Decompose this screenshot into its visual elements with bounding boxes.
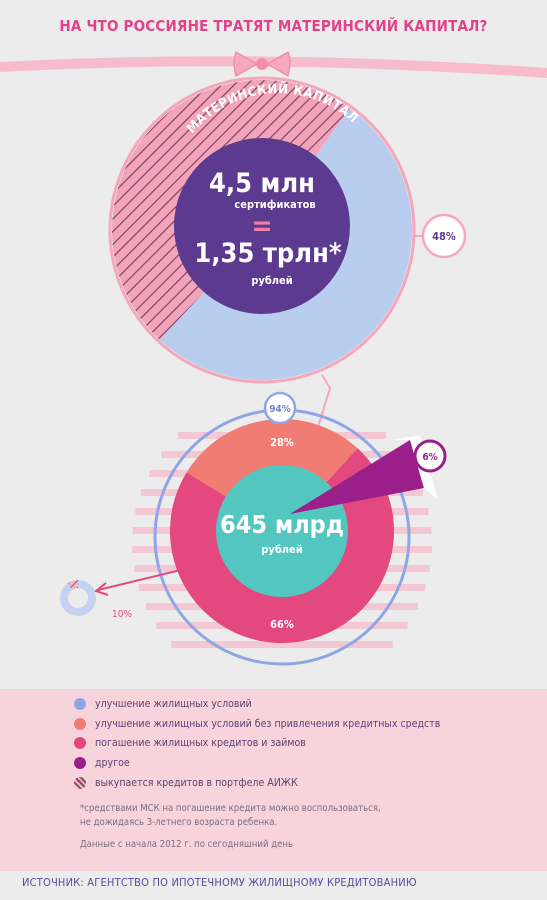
footnote-line-2: не дожидаясь 3-летнего возраста ребенка.: [80, 817, 278, 828]
legend-label: улучшение жилищных условий: [95, 698, 252, 710]
legend-swatch: [74, 737, 86, 749]
legend-label: погашение жилищных кредитов и займов: [95, 737, 306, 749]
ring-badge: [263, 391, 297, 425]
bow-icon: [233, 51, 291, 77]
legend-swatch: [74, 718, 86, 730]
bottom-value: 645 млрд: [220, 510, 344, 539]
ribbon: [0, 56, 547, 78]
source-credit: ИСТОЧНИК: АГЕНТСТВО ПО ИПОТЕЧНОМУ ЖИЛИЩН…: [22, 876, 417, 889]
aizhk-ring-slice: [67, 580, 78, 590]
legend-label: улучшение жилищных условий без привлечен…: [95, 718, 441, 730]
ring-badge-label: 94%: [269, 404, 291, 415]
legend-swatch-hatched: [74, 777, 86, 789]
top-pie-outline: [108, 76, 416, 384]
legend-swatch: [74, 698, 86, 710]
top-center-disc: [174, 138, 350, 314]
aizhk-ring-base: [59, 580, 96, 616]
legend-swatch: [74, 757, 86, 769]
legend-item-aizhk: выкупается кредитов в портфеле АИЖК: [74, 775, 298, 791]
aizhk-label: 10%: [112, 609, 132, 620]
legend-panel: улучшение жилищных условий улучшение жил…: [0, 689, 547, 871]
aizhk-arrowhead: [93, 582, 109, 596]
slice-label-28: 28%: [270, 436, 294, 449]
legend-label: выкупается кредитов в портфеле АИЖК: [95, 777, 298, 789]
other-badge: [413, 439, 447, 473]
other-badge-label: 6%: [422, 452, 437, 463]
data-period-note: Данные с начала 2012 г. по сегодняшний д…: [80, 839, 294, 850]
legend-item-loans: погашение жилищных кредитов и займов: [74, 735, 306, 751]
top-unit1: сертификатов: [234, 198, 315, 211]
infographic-chart: МАТЕРИНСКИЙ КАПИТАЛ 4,5 млн сертификатов…: [0, 51, 547, 666]
top-value1: 4,5 млн: [209, 168, 315, 199]
top-equals: =: [251, 209, 272, 242]
infographic-title: НА ЧТО РОССИЯНЕ ТРАТЯТ МАТЕРИНСКИЙ КАПИТ…: [59, 17, 488, 35]
top-badge-label: 48%: [432, 230, 456, 243]
other-wedge: [290, 435, 438, 514]
top-badge: [421, 213, 467, 259]
top-value2: 1,35 трлн*: [194, 238, 341, 269]
background-stripe: [171, 641, 393, 648]
bottom-center-disc: [216, 465, 348, 597]
footnote-line-1: *средствами МСК на погашение кредита мож…: [80, 803, 381, 814]
top-unit2: рублей: [251, 274, 292, 287]
slice-label-66: 66%: [270, 618, 294, 631]
bottom-unit: рублей: [261, 543, 302, 556]
legend-item-housing: улучшение жилищных условий: [74, 696, 252, 712]
legend-label: другое: [95, 757, 130, 769]
legend-item-housing-no-credit: улучшение жилищных условий без привлечен…: [74, 716, 440, 732]
legend-item-other: другое: [74, 755, 130, 771]
aizhk-arrow: [97, 559, 223, 591]
aizhk-ring: [59, 580, 96, 616]
